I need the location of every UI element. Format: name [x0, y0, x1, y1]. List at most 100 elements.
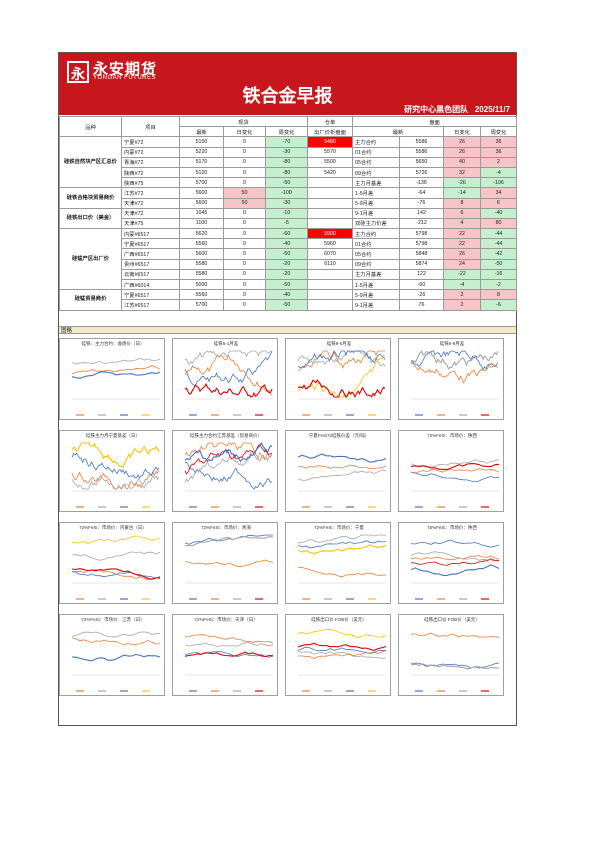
report-sheet: 永 永安期货 YONGAN FUTURES 铁合金早报 研究中心黑色团队 202… — [58, 52, 518, 726]
futures-latest: -26 — [399, 289, 444, 301]
spot-week-change: -50 — [265, 299, 308, 311]
series-line — [184, 536, 274, 547]
spot-week-change: -60 — [265, 228, 308, 240]
table-row: 云南#6517 5580 0 -20 主力月基差 122 -22 -16 — [60, 268, 518, 281]
series-line — [297, 354, 386, 398]
spot-week-change: -100 — [265, 187, 308, 199]
futures-latest: 5874 — [399, 258, 444, 270]
spot-day-change: 0 — [223, 217, 266, 230]
spot-day-change: 0 — [223, 207, 266, 219]
futures-week-change: -6 — [479, 299, 518, 311]
group-label: 硅锰产区出厂价 — [59, 228, 122, 291]
futures-day-change: -4 — [443, 278, 481, 291]
spot-day-change: 0 — [223, 278, 266, 291]
futures-contract: 5-9月差 — [352, 197, 400, 209]
header-futures-latest: 最新 — [352, 126, 444, 138]
row-item: 内蒙#6517 — [121, 228, 180, 240]
chart-thumbnail: 宁夏FeSi72硅铁价差（元/吨） — [285, 430, 391, 512]
futures-contract: 01合约 — [352, 238, 400, 250]
series-line — [297, 534, 387, 544]
group-label: 硅锰贸易商价 — [59, 289, 122, 311]
spot-day-change: 50 — [223, 197, 266, 209]
row-item: 内蒙#72 — [121, 146, 180, 158]
series-line — [184, 641, 274, 648]
futures-contract: 09合约 — [352, 166, 400, 179]
series-line — [410, 350, 499, 371]
series-line — [71, 653, 161, 662]
futures-week-change: 36 — [479, 136, 518, 148]
chart-title: 硅铁主力合约江苏基差（贸易商价） — [190, 433, 262, 438]
spot-day-change: 0 — [223, 268, 266, 281]
chart-thumbnail: 72%FeSi：市场价：陕西 — [398, 430, 504, 512]
row-item: 江苏#6517 — [121, 299, 180, 311]
row-item: 广西#6517 — [121, 248, 180, 260]
spot-latest: 5600 — [179, 197, 224, 209]
chart-title: 72%FeSi：市场价：宁夏 — [314, 525, 364, 530]
row-item: 云南#6517 — [121, 268, 180, 281]
group-label: 硅铁自然块产区汇总价 — [59, 136, 122, 189]
futures-contract: 主力合约 — [352, 228, 400, 240]
spot-latest: 5600 — [179, 248, 224, 260]
series-line — [184, 559, 274, 568]
futures-contract: 9-1月差 — [352, 299, 400, 311]
series-line — [410, 632, 500, 638]
team-and-date: 研究中心黑色团队 2025/11/7 — [404, 104, 510, 115]
warehouse-price: 5420 — [307, 166, 353, 179]
series-line — [297, 350, 386, 369]
futures-week-change: -44 — [479, 238, 518, 250]
futures-day-change: 26 — [443, 248, 481, 260]
series-line — [71, 357, 161, 365]
spot-latest: 1045 — [179, 207, 224, 219]
row-item: 江苏#72 — [121, 187, 180, 199]
spot-latest: 5580 — [179, 268, 224, 281]
series-line — [410, 662, 500, 669]
futures-day-change: -26 — [443, 177, 481, 189]
futures-week-change: 6 — [479, 197, 518, 209]
futures-week-change: -106 — [479, 177, 518, 189]
chart-title: 72%FeSi：市场价：青海 — [201, 525, 251, 530]
chart-plot — [410, 539, 500, 600]
series-line — [184, 651, 274, 658]
spot-day-change: 50 — [223, 187, 266, 199]
header-futures-day: 日变化 — [443, 126, 481, 138]
chart-plot — [71, 631, 161, 692]
futures-contract: 05合约 — [352, 248, 400, 260]
chart-thumbnail: 72%FeSi：市场价：天津（日） — [172, 614, 278, 696]
table-row: 硅铁出口价（美金） 天津#72 1045 0 -10 9-1月差 142 6 -40 — [59, 207, 518, 230]
futures-week-change: 80 — [479, 217, 518, 230]
logo-name-en: YONGAN FUTURES — [93, 75, 157, 81]
series-line — [184, 382, 273, 398]
futures-latest: -136 — [399, 177, 444, 189]
futures-latest: -50 — [399, 278, 444, 291]
spot-week-change: -30 — [265, 197, 308, 209]
series-line — [184, 443, 273, 475]
spot-week-change: -5 — [265, 217, 308, 230]
futures-contract: 双硅主力价差 — [352, 217, 400, 230]
spot-day-change: 0 — [223, 177, 266, 189]
futures-contract: 主力月基差 — [352, 268, 400, 281]
spot-week-change: -50 — [265, 177, 308, 189]
spot-day-change: 0 — [223, 248, 266, 260]
series-line — [297, 350, 386, 367]
futures-week-change: 34 — [479, 187, 518, 199]
row-item: 天津#72 — [121, 197, 180, 209]
futures-contract: 主力合约 — [352, 136, 400, 148]
spot-week-change: -50 — [265, 248, 308, 260]
warehouse-price: 6110 — [307, 258, 353, 270]
series-line — [71, 470, 160, 490]
futures-day-change: 4 — [443, 217, 481, 230]
futures-week-change: -44 — [479, 228, 518, 240]
table-row: 宁夏#6517 5560 0 -40 5960 01合约 5798 22 -44 — [60, 238, 518, 250]
yongan-logo-icon: 永 — [67, 61, 89, 83]
series-line — [297, 642, 387, 651]
futures-latest: 5798 — [399, 228, 444, 240]
series-line — [71, 535, 161, 544]
series-line — [410, 361, 499, 384]
futures-week-change: -42 — [479, 248, 518, 260]
chart-title: 72%FeSi：市场价：天津（日） — [194, 617, 258, 622]
futures-latest: 5798 — [399, 238, 444, 250]
spot-week-change: -80 — [265, 166, 308, 179]
spot-week-change: -20 — [265, 268, 308, 281]
futures-week-change: -2 — [479, 278, 518, 291]
chart-thumbnail: 硅铁出口价 FOB价（美元） — [398, 614, 504, 696]
